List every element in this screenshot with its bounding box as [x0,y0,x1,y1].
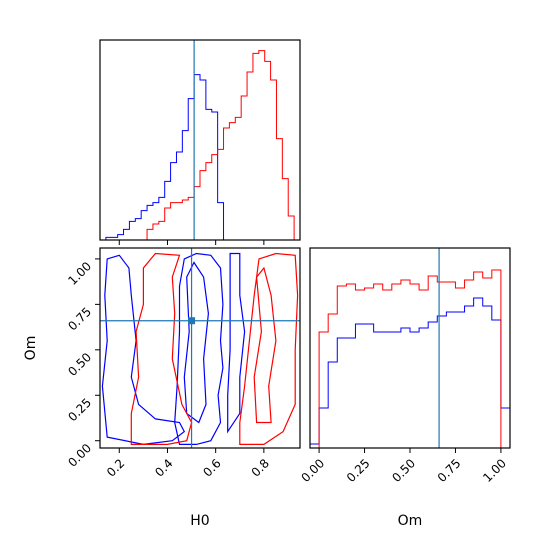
contour-red-line [253,266,277,424]
contour-x-tick-label: 0.4 [152,456,175,479]
contour-red-line [130,252,193,445]
contour-x-tick-label: 0.6 [200,456,223,479]
hist-om-x-ticks: 0.00 0.25 0.50 0.75 1.00 [298,448,509,485]
hist-om-panel: 0.00 0.25 0.50 0.75 1.00 Om [298,247,511,529]
hist-h0-frame [99,39,301,241]
contour-y-tick-label: 0.50 [65,350,94,379]
hist-om-series [309,269,511,449]
hist-h0-red-series [100,50,300,241]
contour-blue-line [174,252,224,445]
contour-y-ticks: 0.00 0.25 0.50 0.75 1.00 [65,258,100,470]
hist-h0-ticks [118,240,265,245]
hist-om-x-tick-label: 0.75 [435,456,464,485]
contour-x-tick-label: 0.2 [104,456,127,479]
hist-om-blue-series [309,297,511,448]
hist-h0-blue-series [100,74,300,241]
hist-h0-panel [99,39,301,245]
contour-x-tick-label: 0.8 [249,456,272,479]
hist-om-x-tick-label: 0.25 [344,456,373,485]
contour-y-tick-label: 0.25 [65,395,94,424]
contour-panel: 0.2 0.4 0.6 0.8 0.00 0.25 0.50 0.75 1.00 H0 Om [23,247,301,529]
hist-om-x-axis-label: Om [398,513,423,529]
contour-y-tick-label: 0.00 [65,441,94,470]
contour-y-axis-label: Om [23,336,39,361]
contour-truth-marker [188,317,196,325]
hist-om-x-tick-label: 0.00 [298,456,327,485]
hist-om-red-series [310,269,510,449]
hist-om-x-tick-label: 0.50 [389,456,418,485]
contour-x-ticks: 0.2 0.4 0.6 0.8 [104,448,272,480]
hist-h0-series [100,50,300,241]
contour-blue-line [183,261,210,424]
hist-om-frame [309,247,511,449]
contour-frame [99,247,301,449]
hist-om-x-tick-label: 1.00 [480,456,509,485]
contour-series [101,252,299,446]
contour-x-axis-label: H0 [190,513,209,529]
contour-y-tick-label: 1.00 [65,259,94,288]
contour-y-tick-label: 0.75 [65,305,94,334]
contour-red-line [239,252,299,445]
contour-blue-line [227,252,246,434]
